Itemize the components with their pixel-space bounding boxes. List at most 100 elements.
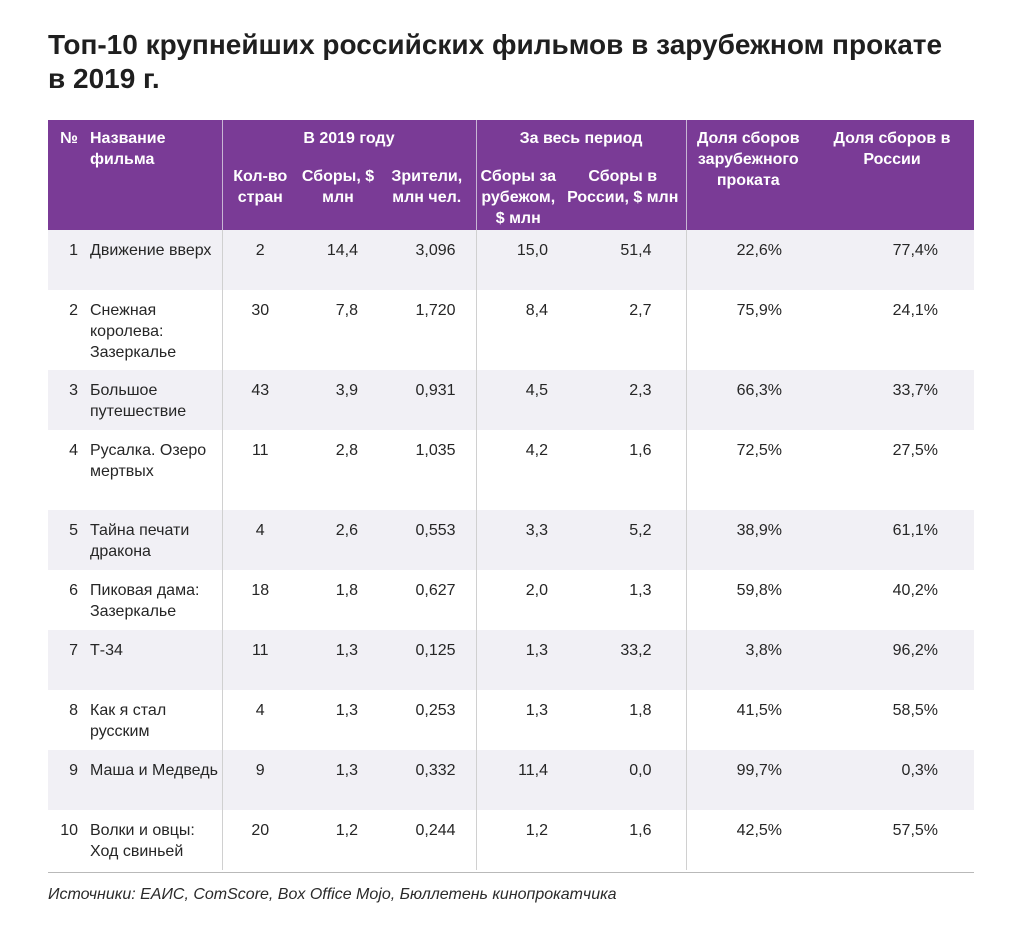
- cell-gross-russia: 1,8: [560, 690, 687, 750]
- cell-no: 10: [48, 810, 84, 870]
- cell-gross-russia: 51,4: [560, 230, 687, 290]
- cell-share-abroad: 75,9%: [685, 290, 811, 370]
- cell-share-abroad: 99,7%: [685, 750, 811, 810]
- cell-name: Большое путешествие: [84, 370, 222, 430]
- header-viewers: Зрители, млн чел.: [378, 166, 477, 230]
- cell-viewers: 0,553: [378, 510, 477, 570]
- header-gross-russia: Сборы в России, $ млн: [560, 166, 687, 230]
- cell-name: Снежная королева: Зазеркалье: [84, 290, 222, 370]
- cell-gross-2019: 14,4: [298, 230, 378, 290]
- cell-gross-russia: 1,6: [560, 810, 687, 870]
- cell-gross-2019: 1,2: [298, 810, 378, 870]
- cell-share-russia: 24,1%: [810, 290, 975, 370]
- cell-no: 7: [48, 630, 84, 690]
- cell-no: 3: [48, 370, 84, 430]
- cell-gross-russia: 2,7: [560, 290, 687, 370]
- cell-viewers: 0,627: [378, 570, 477, 630]
- cell-name: Русалка. Озеро мертвых: [84, 430, 222, 510]
- cell-share-abroad: 3,8%: [685, 630, 811, 690]
- cell-viewers: 0,125: [378, 630, 477, 690]
- cell-name: Тайна печати дракона: [84, 510, 222, 570]
- cell-gross-2019: 1,3: [298, 690, 378, 750]
- cell-gross-abroad: 3,3: [475, 510, 561, 570]
- cell-gross-abroad: 8,4: [475, 290, 561, 370]
- header-group-2019: В 2019 году: [221, 120, 477, 166]
- header-no: №: [48, 120, 84, 230]
- cell-gross-russia: 33,2: [560, 630, 687, 690]
- cell-share-russia: 96,2%: [810, 630, 975, 690]
- cell-no: 5: [48, 510, 84, 570]
- cell-gross-abroad: 1,2: [475, 810, 561, 870]
- cell-share-russia: 77,4%: [810, 230, 975, 290]
- cell-name: Волки и овцы: Ход свиньей: [84, 810, 222, 870]
- cell-gross-russia: 0,0: [560, 750, 687, 810]
- cell-gross-2019: 7,8: [298, 290, 378, 370]
- cell-no: 9: [48, 750, 84, 810]
- header-group-total: За весь период: [475, 120, 687, 166]
- cell-name: Т-34: [84, 630, 222, 690]
- cell-share-abroad: 22,6%: [685, 230, 811, 290]
- header-share-abroad: Доля сборов зарубежного проката: [685, 120, 811, 230]
- table-row: 2 Снежная королева: Зазеркалье 30 7,8 1,720 8…: [48, 290, 975, 370]
- cell-gross-russia: 2,3: [560, 370, 687, 430]
- header-share-russia: Доля сборов в России: [810, 120, 975, 230]
- cell-name: Как я стал русским: [84, 690, 222, 750]
- footer-divider: [48, 872, 974, 873]
- cell-gross-abroad: 1,3: [475, 630, 561, 690]
- cell-share-abroad: 41,5%: [685, 690, 811, 750]
- data-table: № Название фильма В 2019 году За весь пе…: [48, 120, 975, 870]
- cell-share-abroad: 38,9%: [685, 510, 811, 570]
- page-title: Топ-10 крупнейших российских фильмов в з…: [48, 29, 943, 94]
- cell-gross-abroad: 15,0: [475, 230, 561, 290]
- cell-gross-2019: 3,9: [298, 370, 378, 430]
- cell-share-russia: 33,7%: [810, 370, 975, 430]
- cell-viewers: 0,931: [378, 370, 477, 430]
- cell-countries: 2: [221, 230, 298, 290]
- cell-gross-2019: 1,3: [298, 630, 378, 690]
- cell-no: 1: [48, 230, 84, 290]
- cell-gross-2019: 1,8: [298, 570, 378, 630]
- cell-countries: 11: [221, 630, 298, 690]
- cell-gross-2019: 2,8: [298, 430, 378, 510]
- cell-gross-russia: 1,3: [560, 570, 687, 630]
- cell-no: 6: [48, 570, 84, 630]
- header-gross-2019: Сборы, $ млн: [298, 166, 378, 230]
- cell-countries: 9: [221, 750, 298, 810]
- table-row: 7 Т-34 11 1,3 0,125 1,3 33,2 3,8% 96,2%: [48, 630, 975, 690]
- cell-no: 8: [48, 690, 84, 750]
- header-gross-abroad: Сборы за рубежом, $ млн: [475, 166, 561, 230]
- header-countries: Кол-во стран: [221, 166, 298, 230]
- cell-no: 4: [48, 430, 84, 510]
- cell-gross-2019: 1,3: [298, 750, 378, 810]
- cell-share-abroad: 66,3%: [685, 370, 811, 430]
- cell-countries: 4: [221, 510, 298, 570]
- cell-gross-abroad: 11,4: [475, 750, 561, 810]
- cell-gross-abroad: 4,2: [475, 430, 561, 510]
- cell-name: Движение вверх: [84, 230, 222, 290]
- cell-viewers: 1,720: [378, 290, 477, 370]
- table-row: 10 Волки и овцы: Ход свиньей 20 1,2 0,244 1,2…: [48, 810, 975, 870]
- cell-viewers: 3,096: [378, 230, 477, 290]
- cell-gross-abroad: 1,3: [475, 690, 561, 750]
- table-row: 4 Русалка. Озеро мертвых 11 2,8 1,035 4,2 1,6 7…: [48, 430, 975, 510]
- cell-name: Пиковая дама: Зазеркалье: [84, 570, 222, 630]
- cell-share-russia: 58,5%: [810, 690, 975, 750]
- cell-share-russia: 57,5%: [810, 810, 975, 870]
- cell-share-russia: 40,2%: [810, 570, 975, 630]
- table-row: 5 Тайна печати дракона 4 2,6 0,553 3,3 5,2 38,9…: [48, 510, 975, 570]
- cell-countries: 18: [221, 570, 298, 630]
- cell-countries: 30: [221, 290, 298, 370]
- table-row: 6 Пиковая дама: Зазеркалье 18 1,8 0,627 2,0 1,…: [48, 570, 975, 630]
- table-row: 8 Как я стал русским 4 1,3 0,253 1,3 1,8 41,5% 5…: [48, 690, 975, 750]
- cell-share-russia: 61,1%: [810, 510, 975, 570]
- cell-share-abroad: 59,8%: [685, 570, 811, 630]
- cell-viewers: 1,035: [378, 430, 477, 510]
- cell-countries: 11: [221, 430, 298, 510]
- header-name: Название фильма: [84, 120, 222, 230]
- cell-no: 2: [48, 290, 84, 370]
- cell-gross-abroad: 4,5: [475, 370, 561, 430]
- cell-share-abroad: 42,5%: [685, 810, 811, 870]
- cell-share-russia: 27,5%: [810, 430, 975, 510]
- cell-gross-russia: 1,6: [560, 430, 687, 510]
